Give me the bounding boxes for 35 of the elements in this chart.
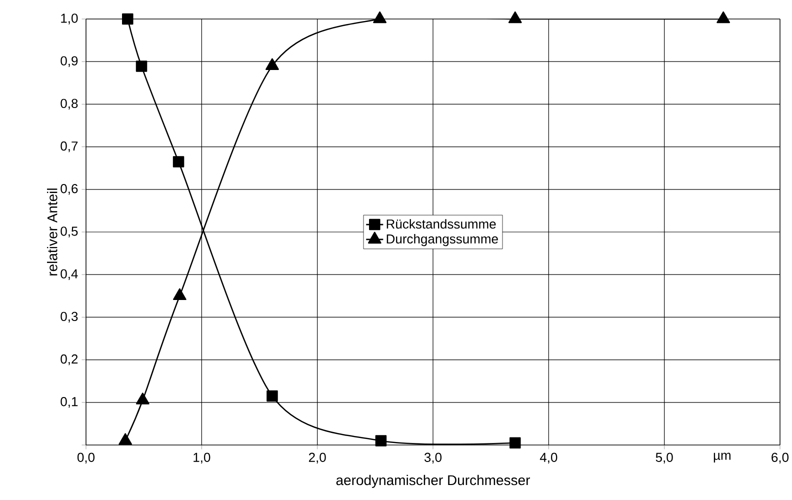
y-tick-label: 0,6 bbox=[60, 184, 78, 195]
point bbox=[716, 11, 730, 24]
legend-label: Rückstandssumme bbox=[386, 219, 496, 229]
point bbox=[373, 11, 386, 24]
x-tick-label: 5,0 bbox=[656, 452, 673, 464]
x-tick-label: 1,0 bbox=[194, 452, 210, 464]
point bbox=[172, 156, 184, 168]
y-tick-label: 0,2 bbox=[60, 354, 78, 366]
y-axis-title: relativer Anteil bbox=[47, 188, 58, 276]
y-tick-label: 1,0 bbox=[61, 14, 78, 24]
point bbox=[122, 13, 134, 25]
point bbox=[136, 60, 148, 72]
point bbox=[118, 433, 132, 445]
y-tick-label: 0,8 bbox=[60, 98, 78, 110]
x-axis-title: aerodynamischer Durchmesser bbox=[336, 474, 530, 488]
y-tick-label: 0,9 bbox=[60, 56, 78, 67]
y-tick-label: 0,3 bbox=[60, 312, 78, 323]
y-tick-label: 0,5 bbox=[60, 226, 78, 238]
y-tick-label: 0,1 bbox=[60, 397, 78, 408]
y-tick-label: 0,4 bbox=[60, 269, 78, 280]
point bbox=[508, 11, 522, 24]
x-tick-label: 4,0 bbox=[540, 452, 558, 464]
point bbox=[136, 392, 150, 404]
legend-label: Durchgangssumme bbox=[386, 234, 498, 246]
x-tick-label: µm bbox=[714, 452, 730, 462]
point bbox=[375, 435, 387, 446]
x-tick-label: 3,0 bbox=[424, 452, 442, 464]
point bbox=[173, 288, 186, 300]
x-tick-label: 2,0 bbox=[308, 452, 326, 464]
point bbox=[509, 437, 521, 448]
point bbox=[266, 58, 279, 70]
y-tick-label: 0,7 bbox=[60, 141, 78, 152]
point bbox=[266, 390, 278, 402]
x-tick-label: 0,0 bbox=[77, 452, 95, 464]
x-tick-label: 6,0 bbox=[772, 452, 789, 464]
